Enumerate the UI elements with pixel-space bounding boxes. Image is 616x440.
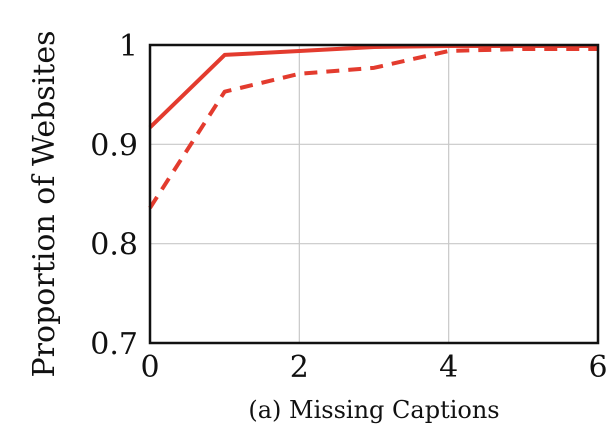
figure-caption: (a) Missing Captions	[248, 396, 499, 424]
y-tick-label: 0.7	[90, 327, 138, 362]
x-tick-label: 0	[140, 350, 159, 385]
y-tick-label: 0.9	[90, 128, 138, 163]
grid-lines	[150, 45, 598, 343]
x-tick-label: 4	[439, 350, 458, 385]
series-line-dashed	[148, 46, 598, 209]
x-tick-label: 6	[588, 350, 607, 385]
y-tick-label: 0.8	[90, 228, 138, 263]
tick-labels: 0 2 4 6 0.7 0.8 0.9 1	[90, 29, 607, 385]
x-tick-label: 2	[290, 350, 309, 385]
y-tick-label: 1	[119, 29, 138, 64]
series-lines	[148, 43, 598, 209]
y-axis-label: Proportion of Websites	[27, 30, 62, 377]
series-line-solid	[148, 43, 598, 129]
plot-frame	[148, 43, 600, 345]
